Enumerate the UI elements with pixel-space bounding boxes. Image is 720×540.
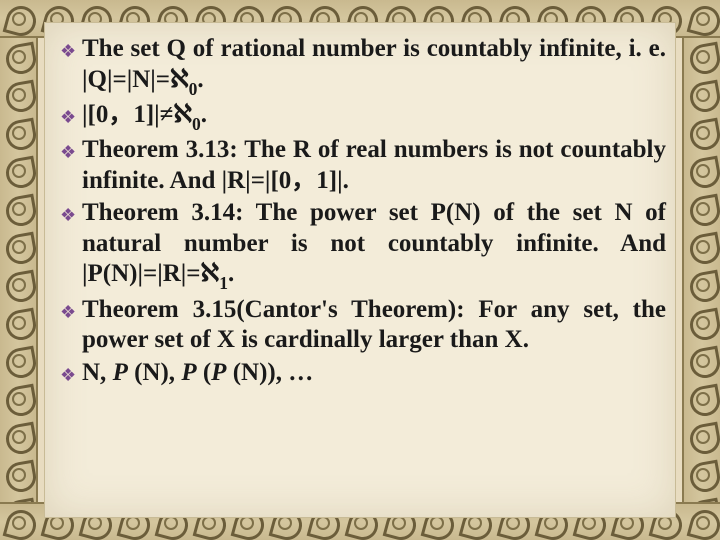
diamond-bullet-icon: ❖: [60, 34, 82, 66]
item-text: Theorem 3.14: The power set P(N) of the …: [82, 198, 666, 292]
item-text: |[0，1]|≠ℵ0.: [82, 100, 666, 133]
item-text: Theorem 3.15(Cantor's Theorem): For any …: [82, 295, 666, 356]
border-left: [0, 0, 38, 540]
list-item: ❖ Theorem 3.13: The R of real numbers is…: [60, 135, 666, 196]
diamond-bullet-icon: ❖: [60, 198, 82, 230]
list-item: ❖ |[0，1]|≠ℵ0.: [60, 100, 666, 133]
item-text: The set Q of rational number is countabl…: [82, 34, 666, 98]
diamond-bullet-icon: ❖: [60, 358, 82, 390]
diamond-bullet-icon: ❖: [60, 100, 82, 132]
slide-root: ❖ The set Q of rational number is counta…: [0, 0, 720, 540]
list-item: ❖ N, P (N), P (P (N)), …: [60, 358, 666, 390]
list-item: ❖ Theorem 3.14: The power set P(N) of th…: [60, 198, 666, 292]
content-area: ❖ The set Q of rational number is counta…: [60, 34, 666, 510]
item-text: Theorem 3.13: The R of real numbers is n…: [82, 135, 666, 196]
list-item: ❖ The set Q of rational number is counta…: [60, 34, 666, 98]
item-text: N, P (N), P (P (N)), …: [82, 358, 666, 389]
diamond-bullet-icon: ❖: [60, 295, 82, 327]
border-right: [682, 0, 720, 540]
diamond-bullet-icon: ❖: [60, 135, 82, 167]
list-item: ❖ Theorem 3.15(Cantor's Theorem): For an…: [60, 295, 666, 356]
